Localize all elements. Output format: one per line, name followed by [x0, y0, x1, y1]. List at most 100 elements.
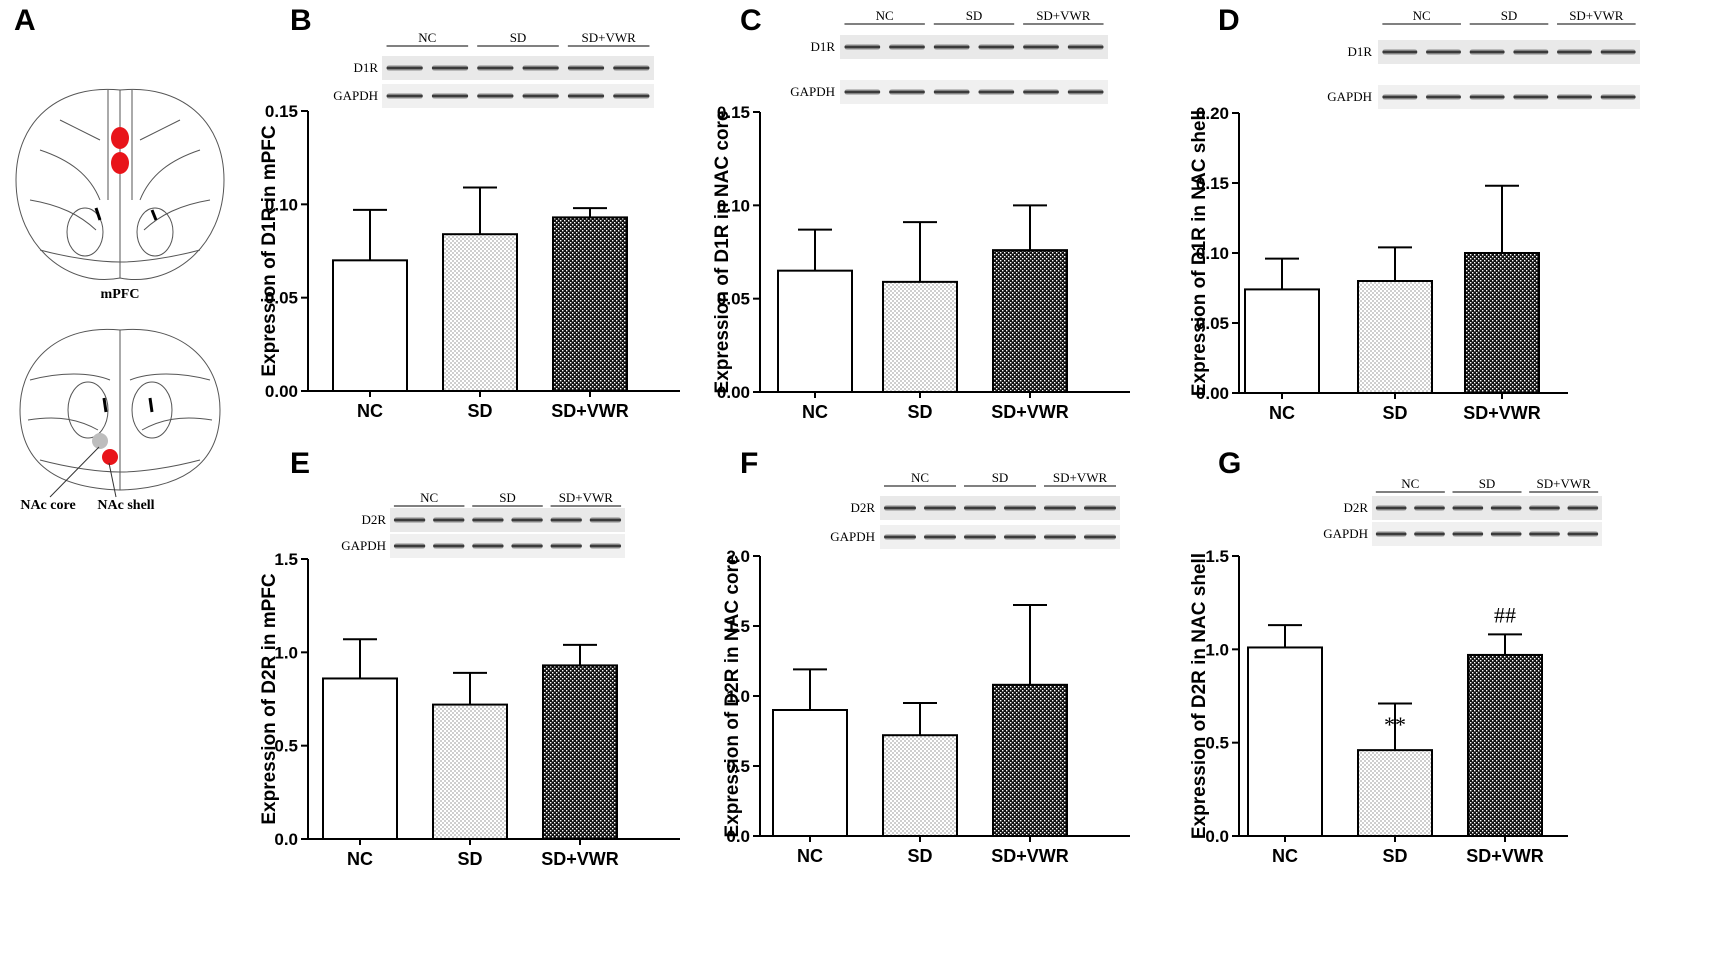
blot-group-label: SD — [499, 490, 516, 505]
blot-membrane — [840, 80, 1108, 104]
y-tick-label: 0.00 — [717, 383, 750, 402]
blot-band — [1414, 531, 1445, 537]
blot-band — [613, 65, 650, 71]
blot-band — [522, 65, 559, 71]
blot-band — [386, 93, 423, 99]
y-tick-label: 1.0 — [1205, 640, 1229, 659]
bar-nc — [777, 269, 853, 393]
blot-band — [1557, 94, 1592, 100]
blot-band — [1426, 94, 1461, 100]
blot-band — [550, 543, 582, 549]
blot-band — [924, 534, 956, 540]
x-tick-label: SD — [1382, 846, 1407, 866]
blot-group-label: SD — [966, 8, 983, 23]
x-tick-label: SD+VWR — [551, 401, 629, 421]
bar-sd — [1357, 280, 1433, 394]
bar-nc — [1247, 646, 1323, 838]
blot-band — [1044, 505, 1076, 511]
blot-band — [1600, 94, 1636, 100]
western-blot-e: NC SD SD+VWR D2R GAPDH — [341, 490, 625, 558]
bar-sd — [1357, 749, 1433, 838]
western-blot-d: NC SD SD+VWR D1R GAPDH — [1327, 8, 1640, 109]
blot-group-label: SD+VWR — [582, 30, 637, 45]
bar-sd — [442, 233, 518, 392]
blot-membrane — [390, 508, 625, 532]
blot-band — [844, 89, 881, 95]
nac-core-label: NAc core — [20, 498, 75, 513]
bar-sd-vwr — [1467, 653, 1543, 838]
y-axis-title: Expression of D1R in NAC core — [712, 111, 733, 394]
blot-band — [1567, 531, 1599, 537]
y-tick-label: 0.5 — [726, 757, 750, 776]
x-tick-label: NC — [797, 846, 823, 866]
nac-shell-pointer — [108, 462, 117, 498]
blot-group-label: NC — [1401, 476, 1419, 491]
y-tick-label: 0.15 — [1196, 174, 1229, 193]
blot-band — [386, 65, 423, 71]
mpfc-label: mPFC — [101, 287, 140, 302]
blot-group-label: NC — [420, 490, 438, 505]
blot-row-label: GAPDH — [830, 529, 875, 544]
x-tick-label: SD — [907, 846, 932, 866]
blot-row-label: GAPDH — [1323, 526, 1368, 541]
blot-band — [1426, 49, 1461, 55]
x-tick-label: SD+VWR — [541, 849, 619, 869]
blot-band — [472, 517, 504, 523]
y-tick-label: 0.00 — [1196, 384, 1229, 403]
panel-letter-e: E — [290, 447, 310, 480]
blot-band — [433, 517, 465, 523]
blot-band — [613, 93, 650, 99]
bar-sd-vwr — [992, 683, 1068, 837]
blot-band — [472, 543, 504, 549]
y-tick-label: 2.0 — [726, 547, 750, 566]
y-tick-label: 0.5 — [1205, 734, 1229, 753]
blot-row-label: D2R — [850, 500, 875, 515]
bar-nc — [322, 677, 398, 841]
blot-band — [1004, 534, 1036, 540]
x-tick-label: SD+VWR — [1463, 403, 1541, 423]
blot-band — [477, 93, 514, 99]
significance-marker: ** — [1384, 712, 1406, 737]
y-tick-label: 0.10 — [265, 195, 298, 214]
blot-group-label: SD — [1501, 8, 1518, 23]
blot-band — [589, 517, 622, 523]
chart-panel-g: G NC SD SD+VWR D2R GAPDH 0.0 0.5 1.0 1.5Expressio… — [1189, 447, 1602, 866]
blot-band — [1084, 505, 1116, 511]
blot-band — [567, 65, 605, 71]
x-tick-label: SD — [467, 401, 492, 421]
blot-row-label: GAPDH — [790, 84, 835, 99]
y-tick-label: 0.0 — [1205, 827, 1229, 846]
mpfc-section-drawing — [15, 88, 225, 280]
x-tick-label: SD+VWR — [1466, 846, 1544, 866]
blot-group-label: SD+VWR — [1053, 470, 1108, 485]
blot-band — [1529, 531, 1560, 537]
y-tick-label: 1.0 — [274, 643, 298, 662]
y-tick-label: 1.5 — [1205, 547, 1229, 566]
bar-sd — [882, 280, 958, 393]
blot-group-label: SD+VWR — [559, 490, 614, 505]
blot-band — [1067, 89, 1104, 95]
blot-membrane — [840, 35, 1108, 59]
blot-row-label: GAPDH — [1327, 89, 1372, 104]
blot-row-label: D1R — [353, 60, 378, 75]
blot-row-label: D1R — [810, 39, 835, 54]
blot-band — [1023, 44, 1059, 50]
blot-band — [589, 543, 622, 549]
blot-band — [1375, 505, 1407, 511]
blot-band — [1452, 531, 1484, 537]
blot-group-label: SD+VWR — [1036, 8, 1091, 23]
blot-band — [1469, 49, 1505, 55]
blot-band — [1490, 505, 1522, 511]
blot-membrane — [880, 496, 1120, 520]
panel-letter-f: F — [740, 447, 758, 480]
blot-band — [1004, 505, 1036, 511]
bar-sd-vwr — [992, 249, 1068, 393]
blot-band — [1375, 531, 1407, 537]
bar-nc — [1244, 288, 1320, 394]
panel-letter-g: G — [1218, 447, 1241, 480]
nac-section-drawing — [19, 328, 221, 491]
y-tick-label: 0.10 — [717, 196, 750, 215]
y-tick-label: 0.15 — [265, 102, 298, 121]
western-blot-c: NC SD SD+VWR D1R GAPDH — [790, 8, 1108, 104]
